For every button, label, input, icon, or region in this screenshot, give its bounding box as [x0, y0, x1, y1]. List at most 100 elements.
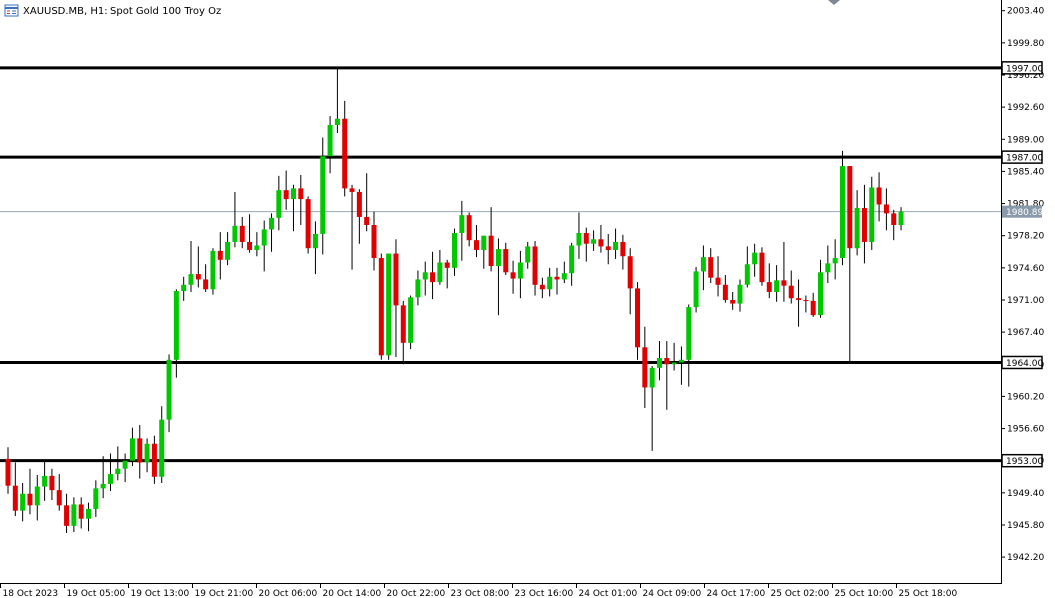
window-list-icon[interactable]: [4, 4, 19, 17]
bullish-candle[interactable]: [649, 366, 655, 451]
bullish-candle[interactable]: [276, 175, 282, 231]
bearish-candle[interactable]: [664, 341, 670, 410]
bearish-candle[interactable]: [371, 211, 377, 271]
bullish-candle[interactable]: [613, 228, 619, 259]
bearish-candle[interactable]: [788, 270, 794, 304]
bullish-candle[interactable]: [700, 245, 706, 291]
bullish-candle[interactable]: [481, 235, 487, 269]
bullish-candle[interactable]: [115, 446, 121, 481]
bearish-candle[interactable]: [78, 497, 84, 529]
bullish-candle[interactable]: [686, 304, 692, 387]
bullish-candle[interactable]: [839, 150, 845, 266]
bearish-candle[interactable]: [503, 242, 509, 275]
bearish-candle[interactable]: [598, 224, 604, 253]
bearish-candle[interactable]: [473, 224, 479, 258]
bearish-candle[interactable]: [554, 267, 560, 295]
bearish-candle[interactable]: [466, 212, 472, 247]
bearish-candle[interactable]: [708, 248, 714, 284]
bullish-candle[interactable]: [671, 342, 677, 371]
bullish-candle[interactable]: [422, 261, 428, 296]
bearish-candle[interactable]: [27, 468, 33, 515]
bullish-candle[interactable]: [144, 438, 150, 473]
bearish-candle[interactable]: [64, 493, 70, 534]
bearish-candle[interactable]: [444, 259, 450, 289]
bearish-candle[interactable]: [137, 424, 143, 479]
bearish-candle[interactable]: [56, 474, 62, 511]
bearish-candle[interactable]: [298, 174, 304, 225]
bearish-candle[interactable]: [239, 216, 245, 249]
bullish-candle[interactable]: [774, 265, 780, 302]
bullish-candle[interactable]: [166, 354, 172, 433]
bearish-candle[interactable]: [876, 172, 882, 222]
bearish-candle[interactable]: [583, 227, 589, 262]
bearish-candle[interactable]: [430, 251, 436, 300]
bullish-candle[interactable]: [93, 480, 99, 517]
bullish-candle[interactable]: [591, 230, 597, 251]
bearish-candle[interactable]: [715, 256, 721, 297]
bullish-candle[interactable]: [525, 241, 531, 269]
bullish-candle[interactable]: [42, 460, 48, 501]
bearish-candle[interactable]: [766, 263, 772, 299]
bullish-candle[interactable]: [71, 497, 77, 533]
bullish-candle[interactable]: [415, 270, 421, 306]
bullish-candle[interactable]: [210, 248, 216, 295]
bearish-candle[interactable]: [356, 189, 362, 244]
bullish-candle[interactable]: [678, 346, 684, 385]
bearish-candle[interactable]: [847, 166, 853, 363]
bullish-candle[interactable]: [818, 259, 824, 318]
bullish-candle[interactable]: [290, 184, 296, 232]
bullish-candle[interactable]: [408, 295, 414, 350]
bearish-candle[interactable]: [247, 214, 253, 253]
bullish-candle[interactable]: [452, 228, 458, 276]
bullish-candle[interactable]: [261, 220, 267, 272]
bearish-candle[interactable]: [342, 100, 348, 197]
bullish-candle[interactable]: [517, 250, 523, 299]
bullish-candle[interactable]: [737, 279, 743, 312]
bearish-candle[interactable]: [803, 295, 809, 313]
bearish-candle[interactable]: [195, 246, 201, 288]
bearish-candle[interactable]: [635, 282, 641, 360]
bullish-candle[interactable]: [576, 212, 582, 259]
bearish-candle[interactable]: [810, 292, 816, 317]
bullish-candle[interactable]: [320, 137, 326, 255]
bearish-candle[interactable]: [627, 248, 633, 315]
bearish-candle[interactable]: [605, 233, 611, 265]
bullish-candle[interactable]: [561, 261, 567, 284]
bearish-candle[interactable]: [349, 184, 355, 270]
bullish-candle[interactable]: [334, 67, 340, 134]
bearish-candle[interactable]: [730, 291, 736, 310]
bearish-candle[interactable]: [305, 196, 311, 254]
time-axis[interactable]: 18 Oct 2023 19 Oct 05:00 19 Oct 13:00 19 Oc…: [0, 583, 958, 598]
bullish-candle[interactable]: [437, 249, 443, 285]
bearish-candle[interactable]: [378, 253, 384, 360]
bearish-candle[interactable]: [488, 207, 494, 272]
bullish-candle[interactable]: [232, 191, 238, 248]
bearish-candle[interactable]: [796, 279, 802, 327]
bearish-candle[interactable]: [393, 239, 399, 358]
bullish-candle[interactable]: [569, 242, 575, 286]
bearish-candle[interactable]: [539, 277, 545, 299]
bearish-candle[interactable]: [364, 173, 370, 232]
bearish-candle[interactable]: [861, 184, 867, 264]
bearish-candle[interactable]: [620, 234, 626, 270]
bearish-candle[interactable]: [203, 264, 209, 292]
bearish-candle[interactable]: [12, 462, 18, 517]
bullish-candle[interactable]: [656, 341, 662, 381]
bearish-candle[interactable]: [283, 170, 289, 210]
bullish-candle[interactable]: [869, 176, 875, 250]
bullish-candle[interactable]: [86, 502, 92, 532]
bullish-candle[interactable]: [34, 474, 40, 521]
bullish-candle[interactable]: [188, 241, 194, 292]
bearish-candle[interactable]: [759, 247, 765, 286]
bearish-candle[interactable]: [400, 300, 406, 365]
bullish-candle[interactable]: [825, 245, 831, 284]
bearish-candle[interactable]: [532, 241, 538, 296]
bullish-candle[interactable]: [100, 456, 106, 499]
bearish-candle[interactable]: [883, 188, 889, 231]
bullish-candle[interactable]: [107, 453, 113, 492]
bullish-candle[interactable]: [386, 253, 392, 360]
bullish-candle[interactable]: [254, 232, 260, 257]
bullish-candle[interactable]: [459, 200, 465, 261]
bearish-candle[interactable]: [781, 241, 787, 302]
